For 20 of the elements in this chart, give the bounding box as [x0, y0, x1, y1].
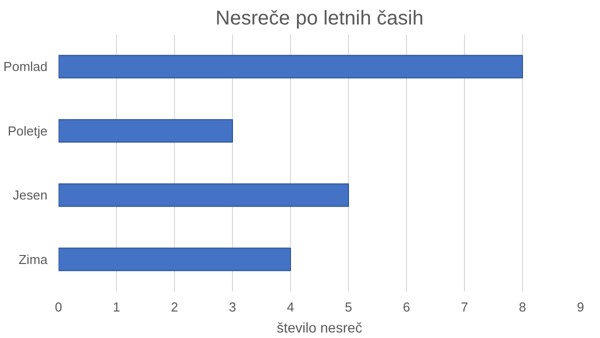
y-tick-label: Pomlad	[3, 59, 48, 74]
y-tick-label: Zima	[18, 252, 48, 267]
bar	[58, 183, 349, 207]
y-tick-label: Poletje	[8, 123, 48, 138]
x-tick-label: 5	[344, 300, 352, 314]
x-tick-label: 8	[518, 300, 526, 314]
chart-title: Nesreče po letnih časih	[216, 8, 424, 30]
x-tick-label: 0	[54, 300, 62, 314]
x-tick-label: 7	[460, 300, 468, 314]
x-tick-label: 1	[112, 300, 120, 314]
x-tick-label: 4	[286, 300, 294, 314]
x-tick-label: 2	[170, 300, 178, 314]
bar	[58, 119, 233, 143]
y-tick-label: Jesen	[12, 188, 48, 203]
x-tick-label: 6	[402, 300, 410, 314]
x-tick-label: 3	[228, 300, 236, 314]
bar	[58, 248, 291, 272]
x-tick-label: 9	[576, 300, 584, 314]
bar	[58, 54, 523, 78]
x-axis-title: število nesreč	[276, 320, 362, 336]
